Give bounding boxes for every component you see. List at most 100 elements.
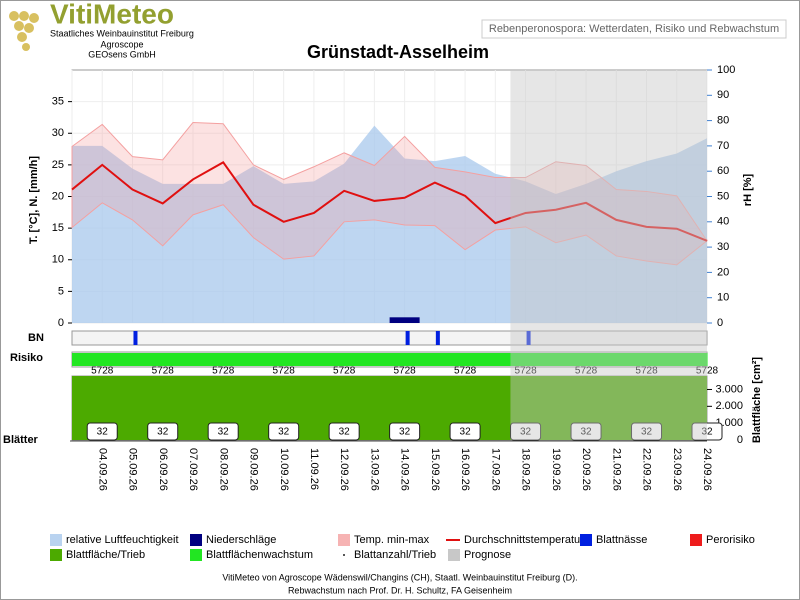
footer: Rebwachstum nach Prof. Dr. H. Schultz, F…	[288, 585, 512, 595]
legend-swatch	[448, 549, 460, 561]
x-tick-label: 24.09.26	[701, 448, 713, 491]
chart-title: Grünstadt-Asselheim	[307, 42, 489, 62]
wetness-mark	[405, 331, 410, 345]
x-tick-label: 17.09.26	[489, 448, 501, 491]
x-tick-label: 11.09.26	[308, 448, 320, 490]
risk-cell	[102, 353, 133, 366]
leaf-area-label: 5728	[514, 366, 537, 377]
footer: VitiMeteo von Agroscope Wädenswil/Changi…	[222, 572, 577, 582]
subtitle-box	[481, 19, 787, 39]
legend-label: Durchschnittstemperatur	[464, 534, 584, 546]
x-tick-label: 16.09.26	[459, 448, 471, 491]
leaf-area-label: 5728	[393, 366, 416, 377]
y-tick-label: 25	[52, 159, 64, 171]
avg-temp-line	[71, 161, 708, 242]
bn-row	[71, 330, 708, 346]
y2-tick-label: 30	[717, 241, 729, 253]
x-tick-label: 13.09.26	[368, 448, 380, 491]
x-tick-label: 04.09.26	[96, 448, 108, 491]
y2-tick-label: 0	[737, 434, 743, 446]
humidity-area	[72, 125, 707, 323]
y2-tick-label: 90	[717, 89, 729, 101]
leaf-count-label: 32	[460, 427, 472, 438]
y2-tick-label: 40	[717, 216, 729, 228]
y2-tick-label: 50	[717, 190, 729, 202]
y-tick-label: 10	[52, 254, 64, 266]
header-line: Agroscope	[100, 39, 143, 49]
leaf-area-label: 5728	[91, 366, 114, 377]
leaf-area-label: 5728	[333, 366, 356, 377]
legend-label: Prognose	[464, 549, 511, 561]
leaf-count-label: 32	[218, 427, 230, 438]
y2-tick-label: 0	[717, 317, 723, 329]
y-tick-label: 5	[58, 285, 64, 297]
y2-tick-label: 80	[717, 115, 729, 127]
leaf-count-label: 32	[520, 427, 532, 438]
y2-tick-label: 100	[717, 64, 735, 76]
leaf-area-label: 5728	[152, 366, 175, 377]
x-tick-label: 06.09.26	[157, 448, 169, 491]
x-tick-label: 23.09.26	[671, 448, 683, 491]
risk-cell	[374, 353, 406, 366]
legend-swatch	[190, 534, 202, 546]
logo-icon	[9, 11, 39, 51]
risk-cell	[253, 353, 285, 366]
risk-cell	[465, 353, 496, 366]
legend-label: Perorisiko	[706, 534, 755, 546]
temp-band	[71, 121, 708, 266]
leaf-count-box	[268, 422, 300, 441]
leaf-count-box	[328, 422, 360, 441]
risk-cell	[646, 353, 678, 366]
x-tick-label: 22.09.26	[641, 448, 653, 491]
header-line: GEOsens GmbH	[88, 49, 156, 59]
x-tick-label: 20.09.26	[580, 448, 592, 491]
risk-cell	[555, 353, 587, 366]
row-label: Blätter	[3, 434, 39, 446]
risk-cell	[132, 353, 164, 366]
leaf-count-label: 32	[399, 427, 411, 438]
leaf-area-label: 5728	[696, 366, 719, 377]
x-tick-label: 15.09.26	[429, 448, 441, 491]
risk-cell	[676, 353, 708, 366]
leaf-count-label: 32	[701, 427, 713, 438]
risk-cell	[223, 353, 254, 366]
logo: VitiMeteo	[50, 0, 174, 29]
leaf-count-label: 32	[97, 427, 109, 438]
x-tick-label: 05.09.26	[127, 448, 139, 491]
x-tick-label: 10.09.26	[278, 448, 290, 491]
leaf-count-box	[510, 422, 542, 441]
x-tick-label: 09.09.26	[248, 448, 260, 491]
y2-tick-label: 20	[717, 266, 729, 278]
x-tick-label: 12.09.26	[338, 448, 350, 491]
leaf-count-box	[207, 422, 239, 441]
risk-cell	[283, 353, 315, 366]
legend-label: Niederschläge	[206, 534, 276, 546]
leaf-area-label: 5728	[212, 366, 235, 377]
leaf-area-label: 5728	[273, 366, 296, 377]
forecast-overlay	[510, 70, 707, 440]
wetness-mark	[526, 331, 531, 345]
leaf-count-label: 32	[157, 427, 169, 438]
y2-axis-label: rH [%]	[742, 173, 754, 206]
x-tick-label: 14.09.26	[399, 448, 411, 491]
legend-swatch	[190, 549, 202, 561]
row-label: BN	[28, 332, 44, 344]
risk-cell	[586, 353, 617, 366]
risk-cell	[192, 353, 224, 366]
y2-tick-label: 2.000	[715, 400, 743, 412]
x-tick-label: 18.09.26	[520, 448, 532, 491]
risk-cell	[404, 353, 436, 366]
y2-tick-label: 3.000	[715, 383, 743, 395]
y-axis-label: T. [°C], N. [mm/h]	[28, 156, 40, 244]
y-tick-label: 0	[58, 317, 64, 329]
leaf-count-label: 32	[641, 427, 653, 438]
legend-swatch	[580, 534, 592, 546]
leaf-count-box	[147, 422, 179, 441]
row-label: Risiko	[10, 352, 43, 364]
legend-label: Blattnässe	[596, 534, 647, 546]
y2-tick-label: 70	[717, 140, 729, 152]
legend-swatch	[343, 554, 345, 556]
y-tick-label: 15	[52, 222, 64, 234]
legend-label: relative Luftfeuchtigkeit	[66, 534, 179, 546]
